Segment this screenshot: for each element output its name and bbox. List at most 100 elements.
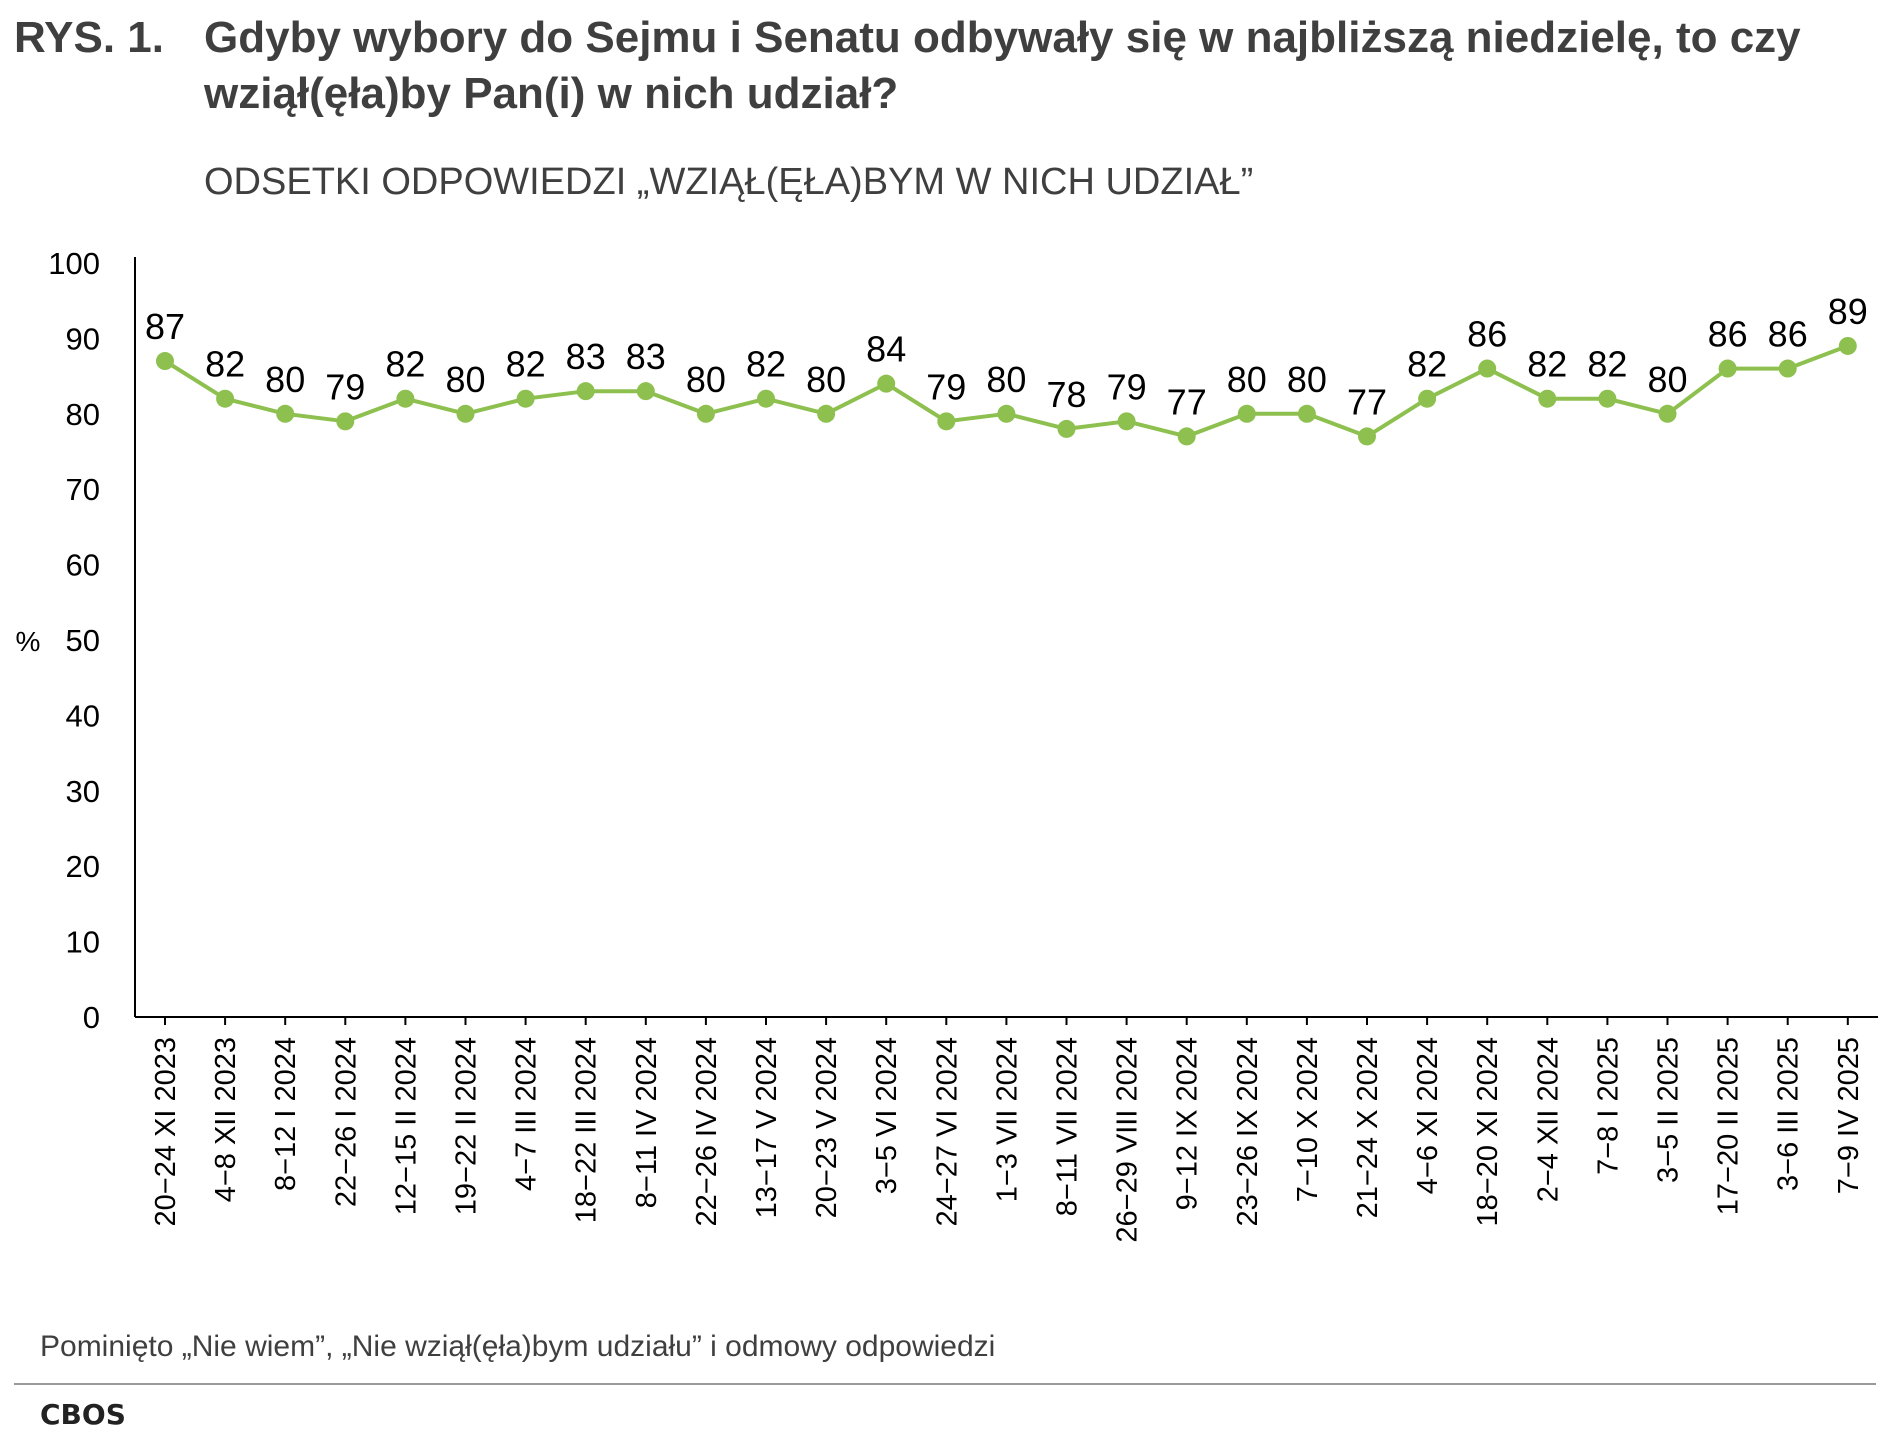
data-label: 89: [1828, 291, 1868, 332]
x-tick-label: 26−29 VIII 2024: [1112, 1037, 1144, 1243]
x-tick-label: 21−24 X 2024: [1352, 1037, 1384, 1218]
y-tick-label: 60: [66, 548, 100, 583]
chart-title: RYS. 1. Gdyby wybory do Sejmu i Senatu o…: [14, 10, 1874, 122]
data-label: 79: [926, 366, 966, 407]
x-tick-label: 22−26 I 2024: [330, 1037, 362, 1207]
x-tick-label: 8−11 IV 2024: [631, 1037, 663, 1208]
data-label: 80: [986, 359, 1026, 400]
data-label: 83: [626, 336, 666, 377]
x-tick-label: 3−5 VI 2024: [871, 1037, 903, 1194]
figure-number: RYS. 1.: [14, 13, 164, 62]
data-point: [696, 404, 715, 423]
data-label: 84: [866, 329, 906, 370]
data-label: 82: [385, 344, 425, 385]
data-label: 77: [1167, 381, 1207, 422]
data-point: [1177, 427, 1196, 446]
line-chart: 0 10 20 30 40 50 60 70 80 90 100% 20−24 XI 2023 4−8…: [16, 246, 1878, 1243]
x-tick-label: 7−9 IV 2025: [1833, 1037, 1865, 1194]
x-tick-label: 13−17 V 2024: [751, 1037, 783, 1218]
y-axis-label: %: [16, 626, 41, 657]
data-label: 79: [1107, 366, 1147, 407]
x-tick-label: 20−23 V 2024: [811, 1037, 843, 1218]
data-point: [757, 389, 775, 408]
data-label: 80: [1287, 359, 1327, 400]
data-label: 86: [1467, 314, 1507, 355]
x-tick-label: 2−4 XII 2024: [1532, 1037, 1564, 1202]
data-label: 83: [566, 336, 606, 377]
divider: [14, 1383, 1876, 1385]
x-tick-label: 18−22 III 2024: [571, 1037, 603, 1223]
y-tick-label: 80: [66, 397, 100, 432]
x-tick-label: 20−24 XI 2023: [150, 1037, 182, 1226]
y-tick-label: 10: [66, 925, 100, 960]
data-point: [817, 404, 836, 423]
data-point: [1478, 359, 1497, 378]
data-point: [396, 389, 415, 408]
data-point: [1598, 389, 1617, 408]
y-tick-label: 0: [83, 1000, 100, 1035]
x-tick-label: 4−6 XI 2024: [1412, 1037, 1444, 1194]
data-point: [1538, 389, 1557, 408]
x-tick-label: 1−3 VII 2024: [991, 1037, 1023, 1202]
series-participation: 87 82 80 79 82 80 82 83 83 80 82 80 84 79 80 78 79 77 80 80…: [145, 291, 1868, 446]
data-point: [516, 389, 535, 408]
data-point: [1297, 404, 1316, 423]
x-tick-label: 24−27 VI 2024: [931, 1037, 963, 1226]
data-point: [156, 352, 174, 371]
x-tick-label: 7−10 X 2024: [1292, 1037, 1324, 1202]
data-point: [1358, 427, 1376, 446]
data-point: [1418, 389, 1437, 408]
data-label: 82: [506, 344, 546, 385]
data-label: 86: [1708, 314, 1748, 355]
data-label: 80: [806, 359, 846, 400]
x-tick-label: 3−5 II 2025: [1653, 1037, 1685, 1183]
data-label: 86: [1768, 314, 1808, 355]
data-label: 80: [265, 359, 305, 400]
y-tick-label: 40: [66, 698, 100, 733]
x-tick-label: 7−8 I 2025: [1592, 1037, 1624, 1175]
data-label: 82: [746, 344, 786, 385]
data-point: [336, 412, 355, 431]
data-label: 78: [1046, 374, 1086, 415]
x-tick-label: 4−8 XII 2023: [210, 1037, 242, 1202]
y-tick-label: 70: [66, 472, 100, 507]
data-point: [276, 404, 295, 423]
x-tick-label: 4−7 III 2024: [511, 1037, 543, 1191]
data-point: [997, 404, 1016, 423]
data-label: 87: [145, 306, 185, 347]
data-label: 82: [1587, 344, 1627, 385]
y-tick-label: 50: [66, 623, 100, 658]
data-label: 80: [1227, 359, 1267, 400]
x-tick-label: 3−6 III 2025: [1773, 1037, 1805, 1191]
x-tick-label: 22−26 IV 2024: [691, 1037, 723, 1226]
data-point: [456, 404, 475, 423]
data-point: [1718, 359, 1737, 378]
question-text: Gdyby wybory do Sejmu i Senatu odbywały …: [204, 13, 1801, 118]
x-tick-label: 8−11 VII 2024: [1052, 1037, 1084, 1216]
data-label: 80: [686, 359, 726, 400]
data-point: [1057, 419, 1076, 438]
data-label: 80: [1647, 359, 1687, 400]
x-tick-label: 18−20 XI 2024: [1472, 1037, 1504, 1226]
y-tick-label: 90: [66, 321, 100, 356]
data-label: 82: [1407, 344, 1447, 385]
chart-subtitle: ODSETKI ODPOWIEDZI „WZIĄŁ(ĘŁA)BYM W NICH…: [204, 161, 1254, 203]
data-point: [636, 382, 655, 401]
x-tick-label: 8−12 I 2024: [270, 1037, 302, 1191]
x-tick-label: 19−22 II 2024: [451, 1037, 483, 1215]
source-label: CBOS: [40, 1398, 126, 1431]
data-point: [1117, 412, 1136, 431]
data-label: 77: [1347, 381, 1387, 422]
y-axis: 0 10 20 30 40 50 60 70 80 90 100%: [16, 246, 136, 1035]
y-tick-label: 30: [66, 774, 100, 809]
x-tick-label: 9−12 IX 2024: [1172, 1037, 1204, 1210]
x-tick-label: 23−26 IX 2024: [1232, 1037, 1264, 1226]
data-label: 79: [325, 366, 365, 407]
y-tick-label: 20: [66, 849, 100, 884]
data-label: 82: [1527, 344, 1567, 385]
y-tick-label: 100: [48, 246, 100, 281]
data-point: [937, 412, 956, 431]
x-axis: 20−24 XI 2023 4−8 XII 2023 8−12 I 2024 22−2…: [135, 1016, 1878, 1243]
data-point: [1778, 359, 1797, 378]
data-label: 80: [445, 359, 485, 400]
